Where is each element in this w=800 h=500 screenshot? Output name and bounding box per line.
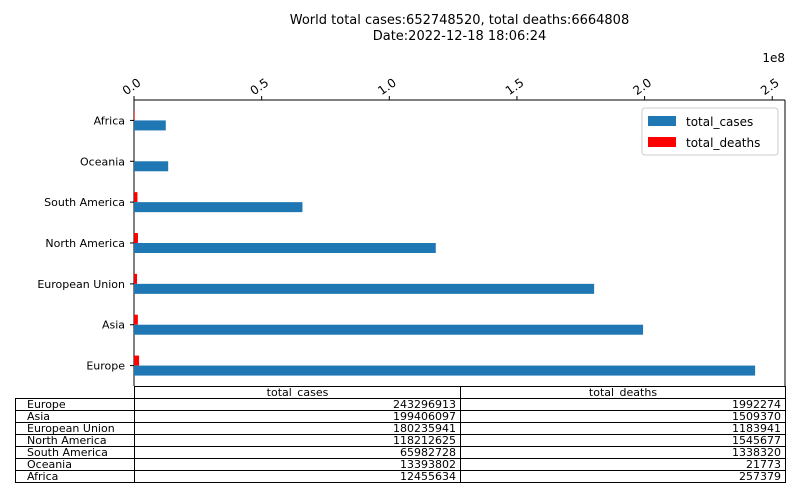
table-header-total-deaths: total_deaths xyxy=(460,386,786,399)
y-tick-label: South America xyxy=(44,196,125,209)
table-corner-cell xyxy=(15,386,135,399)
x-tick-label: 2.5 xyxy=(758,76,782,98)
x-tick-label: 0.5 xyxy=(248,76,272,98)
cell-total-deaths: 257379 xyxy=(460,470,786,483)
cell-total-deaths: 1992274 xyxy=(460,398,786,411)
legend-label: total_deaths xyxy=(686,136,760,150)
table-row: Asia 199406097 1509370 xyxy=(15,410,786,423)
legend-swatch xyxy=(648,137,676,147)
bar-total-deaths xyxy=(134,192,138,203)
y-tick-label: North America xyxy=(45,237,125,250)
table-row: North America 118212625 1545677 xyxy=(15,434,786,447)
chart-title: World total cases:652748520, total death… xyxy=(134,13,785,45)
cell-total-deaths: 21773 xyxy=(460,458,786,471)
x-tick-label: 0.0 xyxy=(120,76,144,98)
row-label: Oceania xyxy=(15,458,135,471)
cell-total-cases: 13393802 xyxy=(134,458,461,471)
bar-total-deaths xyxy=(134,314,138,325)
cell-total-cases: 243296913 xyxy=(134,398,461,411)
bar-total-cases xyxy=(134,365,756,376)
cell-total-cases: 12455634 xyxy=(134,470,461,483)
table-row: Oceania 13393802 21773 xyxy=(15,458,786,471)
bar-total-cases xyxy=(134,120,166,131)
cell-total-deaths: 1509370 xyxy=(460,410,786,423)
table-row: European Union 180235941 1183941 xyxy=(15,422,786,435)
y-tick-label: European Union xyxy=(37,278,125,291)
data-table: total_cases total_deaths Europe 24329691… xyxy=(15,386,786,483)
cell-total-deaths: 1183941 xyxy=(460,422,786,435)
table-row: Africa 12455634 257379 xyxy=(15,470,786,483)
y-tick-label: Europe xyxy=(86,360,125,373)
y-tick-label: Oceania xyxy=(80,155,125,168)
bar-total-cases xyxy=(134,161,169,172)
bar-total-deaths xyxy=(134,110,135,121)
bar-total-deaths xyxy=(134,355,140,366)
x-tick-label: 2.0 xyxy=(630,76,654,98)
row-label: Europe xyxy=(15,398,135,411)
chart-title-line-1: World total cases:652748520, total death… xyxy=(289,13,630,28)
row-label: European Union xyxy=(15,422,135,435)
bar-total-cases xyxy=(134,283,595,294)
bar-total-deaths xyxy=(134,233,138,243)
cell-total-cases: 180235941 xyxy=(134,422,461,435)
cell-total-deaths: 1338320 xyxy=(460,446,786,459)
y-tick-label: Asia xyxy=(102,319,125,332)
row-label: Asia xyxy=(15,410,135,423)
row-label: North America xyxy=(15,434,135,447)
x-tick-label: 1.0 xyxy=(375,76,399,98)
y-tick-label: Africa xyxy=(94,114,125,127)
x-scale-label: 1e8 xyxy=(762,51,785,65)
cell-total-cases: 118212625 xyxy=(134,434,461,447)
table-row: South America 65982728 1338320 xyxy=(15,446,786,459)
cell-total-cases: 199406097 xyxy=(134,410,461,423)
bar-total-cases xyxy=(134,202,303,213)
row-label: Africa xyxy=(15,470,135,483)
cell-total-deaths: 1545677 xyxy=(460,434,786,447)
table-header-total-cases: total_cases xyxy=(134,386,461,399)
bar-total-deaths xyxy=(134,273,138,284)
table-header-row: total_cases total_deaths xyxy=(15,386,786,399)
chart-title-line-2: Date:2022-12-18 18:06:24 xyxy=(372,29,547,44)
cell-total-cases: 65982728 xyxy=(134,446,461,459)
x-tick-label: 1.5 xyxy=(503,76,527,98)
legend-label: total_cases xyxy=(686,115,753,129)
row-label: South America xyxy=(15,446,135,459)
legend-swatch xyxy=(648,116,676,126)
table-row: Europe 243296913 1992274 xyxy=(15,398,786,411)
bar-total-cases xyxy=(134,243,436,253)
bar-total-cases xyxy=(134,324,644,335)
